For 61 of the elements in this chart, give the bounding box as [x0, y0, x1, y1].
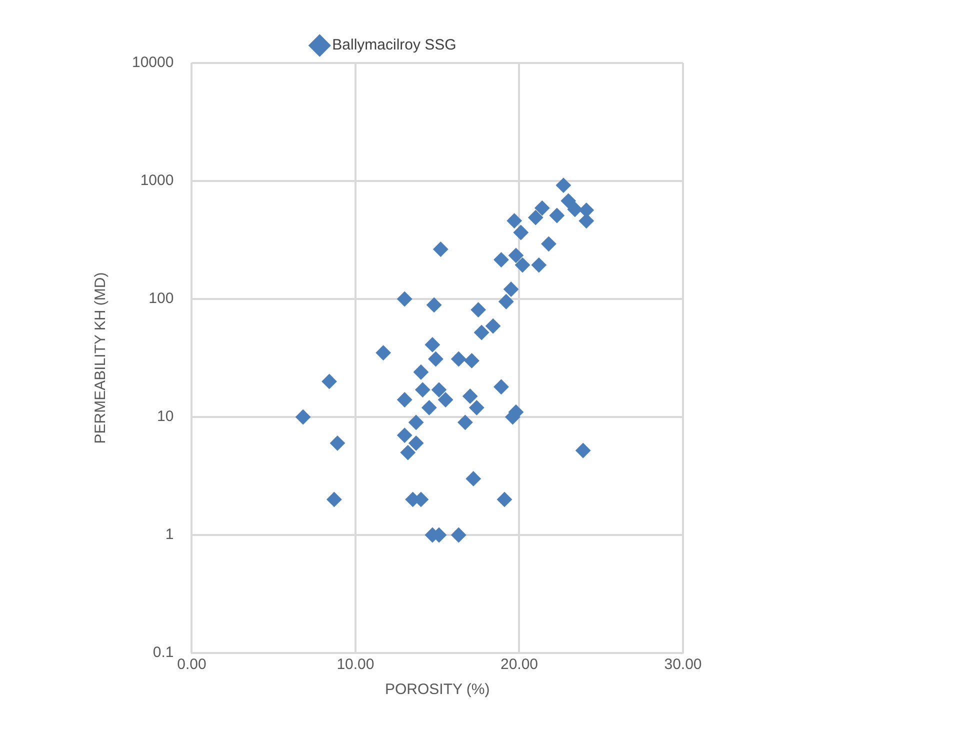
- point: [504, 282, 519, 297]
- point: [470, 302, 486, 318]
- y-tick-label: 10000: [132, 54, 174, 72]
- point: [451, 352, 466, 367]
- point: [326, 492, 342, 507]
- point: [513, 225, 528, 240]
- legend-label: Ballymacilroy SSG: [332, 36, 456, 54]
- point: [296, 410, 311, 424]
- point: [451, 528, 466, 542]
- point: [466, 471, 481, 486]
- point: [515, 258, 530, 273]
- point: [567, 202, 582, 217]
- point: [376, 345, 391, 360]
- point: [506, 213, 522, 228]
- point: [322, 374, 337, 389]
- x-tick-label: 0.00: [177, 656, 206, 674]
- point: [508, 248, 524, 263]
- point: [474, 325, 490, 340]
- y-tick-label: 10: [157, 408, 174, 426]
- point: [498, 294, 514, 310]
- point: [576, 443, 591, 458]
- x-axis-title: POROSITY (%): [384, 681, 490, 698]
- point: [428, 352, 444, 367]
- point: [560, 193, 576, 208]
- point: [486, 318, 501, 334]
- point: [424, 337, 440, 352]
- point: [528, 210, 544, 226]
- point: [541, 236, 556, 252]
- x-tick-label: 10.00: [336, 656, 374, 674]
- point: [408, 414, 424, 430]
- point: [330, 436, 345, 451]
- point: [438, 392, 454, 408]
- point: [408, 436, 424, 451]
- point: [534, 200, 550, 216]
- point: [462, 388, 478, 404]
- y-tick-label: 1000: [140, 172, 174, 190]
- point: [400, 445, 416, 460]
- x-tick-label: 20.00: [500, 656, 538, 674]
- x-tick-label: 30.00: [664, 656, 702, 674]
- point: [426, 297, 442, 312]
- y-tick-label: 1: [165, 526, 174, 544]
- point: [397, 428, 412, 443]
- y-tick-label: 0.1: [152, 644, 174, 662]
- point: [494, 252, 509, 268]
- point: [497, 492, 512, 507]
- y-axis-title: PERMEABILITY KH (MD): [92, 272, 110, 444]
- point: [415, 382, 430, 398]
- point: [458, 414, 473, 430]
- point: [431, 382, 446, 398]
- point: [422, 400, 437, 416]
- point: [464, 353, 480, 368]
- point: [469, 400, 484, 416]
- y-tick-label: 100: [148, 290, 174, 308]
- point: [397, 392, 412, 408]
- point: [556, 178, 571, 193]
- point: [413, 364, 428, 380]
- point: [433, 242, 448, 257]
- point: [397, 292, 412, 306]
- point: [531, 258, 546, 273]
- point: [494, 379, 509, 394]
- point: [549, 208, 564, 224]
